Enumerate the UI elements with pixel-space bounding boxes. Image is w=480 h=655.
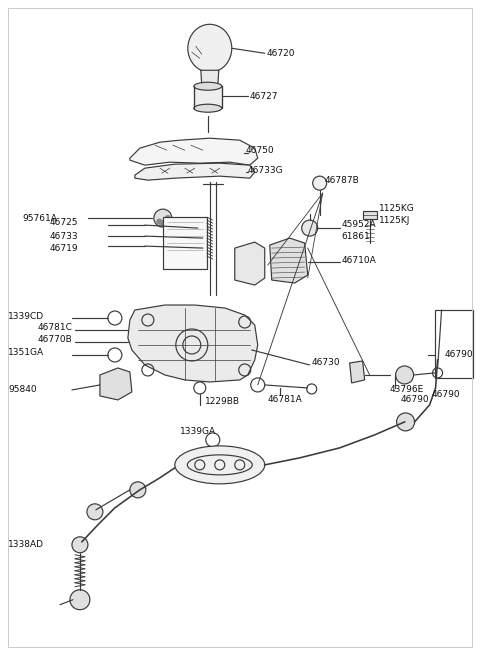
Text: 61861: 61861 [342, 232, 371, 240]
Text: 46710A: 46710A [342, 255, 376, 265]
Text: 95761A: 95761A [22, 214, 57, 223]
Text: 46781C: 46781C [38, 324, 73, 333]
Text: 46719: 46719 [50, 244, 79, 253]
Text: 1229BB: 1229BB [205, 398, 240, 406]
Text: 1339CD: 1339CD [8, 312, 44, 320]
Ellipse shape [175, 446, 265, 484]
Circle shape [70, 590, 90, 610]
Text: 46727: 46727 [250, 92, 278, 101]
Polygon shape [270, 238, 308, 283]
Circle shape [130, 482, 146, 498]
Polygon shape [349, 361, 365, 383]
FancyBboxPatch shape [363, 211, 377, 219]
Ellipse shape [194, 83, 222, 90]
Text: 1125KG: 1125KG [379, 204, 414, 213]
Polygon shape [100, 368, 132, 400]
Circle shape [165, 215, 170, 221]
Text: 95840: 95840 [8, 385, 36, 394]
Text: 1338AD: 1338AD [8, 540, 44, 550]
Text: 46787B: 46787B [324, 176, 360, 185]
Ellipse shape [188, 24, 232, 72]
Polygon shape [201, 70, 219, 86]
Text: 46730: 46730 [312, 358, 340, 367]
Text: 46720: 46720 [267, 48, 295, 58]
Ellipse shape [194, 104, 222, 112]
Circle shape [154, 209, 172, 227]
Text: 46725: 46725 [50, 217, 78, 227]
Text: 46790: 46790 [401, 396, 430, 404]
Circle shape [302, 220, 318, 236]
Text: 46733G: 46733G [248, 166, 283, 175]
Text: 46750: 46750 [246, 145, 275, 155]
Polygon shape [128, 305, 258, 382]
Circle shape [160, 221, 165, 225]
Circle shape [198, 223, 208, 233]
Text: 46790: 46790 [444, 350, 473, 360]
Polygon shape [130, 138, 258, 165]
Polygon shape [135, 163, 255, 180]
Circle shape [87, 504, 103, 520]
FancyBboxPatch shape [163, 217, 207, 269]
Text: 46781A: 46781A [268, 396, 302, 404]
Text: 46770B: 46770B [38, 335, 72, 345]
Circle shape [157, 219, 162, 224]
Circle shape [396, 366, 414, 384]
Circle shape [164, 219, 169, 224]
Text: 1351GA: 1351GA [8, 348, 44, 358]
Text: 1125KJ: 1125KJ [379, 215, 410, 225]
Polygon shape [235, 242, 265, 285]
FancyBboxPatch shape [194, 86, 222, 108]
Text: 43796E: 43796E [390, 385, 424, 394]
Text: 46790: 46790 [432, 390, 460, 400]
Circle shape [396, 413, 415, 431]
Text: 46733: 46733 [50, 232, 79, 240]
Circle shape [72, 537, 88, 553]
Text: 45952A: 45952A [342, 219, 376, 229]
Circle shape [312, 176, 327, 190]
Text: 1339GA: 1339GA [180, 428, 216, 436]
